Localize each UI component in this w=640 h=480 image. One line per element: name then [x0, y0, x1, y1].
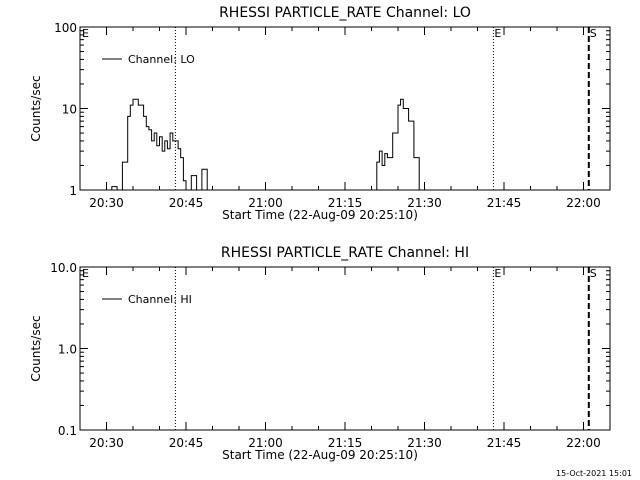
y-tick-label-0-2: 100 — [54, 21, 77, 35]
marker-label-1-0: E — [82, 267, 89, 280]
series-line-0-0-1 — [376, 98, 425, 190]
legend-label-0-0: Channel: LO — [128, 53, 195, 66]
plot-frame-1 — [79, 266, 611, 431]
y-tick-label-1-1: 1.0 — [58, 343, 77, 357]
x-tick-label-0-6: 22:00 — [566, 196, 601, 210]
x-axis-label-0: Start Time (22-Aug-09 20:25:10) — [222, 208, 418, 222]
x-tick-label-1-1: 20:45 — [169, 436, 204, 450]
marker-label-1-2: E — [494, 267, 501, 280]
x-tick-label-0-3: 21:15 — [328, 196, 363, 210]
x-tick-label-0-0: 20:30 — [89, 196, 124, 210]
x-tick-label-0-1: 20:45 — [169, 196, 204, 210]
x-tick-label-1-4: 21:30 — [407, 436, 442, 450]
marker-label-0-0: E — [82, 27, 89, 40]
x-tick-label-0-4: 21:30 — [407, 196, 442, 210]
y-tick-label-1-2: 10.0 — [50, 261, 77, 275]
marker-label-1-3: S — [590, 267, 597, 280]
x-tick-label-0-2: 21:00 — [248, 196, 283, 210]
marker-label-0-3: S — [590, 27, 597, 40]
legend-label-1-0: Channel: HI — [128, 293, 192, 306]
x-tick-label-1-5: 21:45 — [487, 436, 522, 450]
x-tick-label-1-3: 21:15 — [328, 436, 363, 450]
y-axis-label-1: Counts/sec — [29, 315, 43, 381]
y-axis-label-0: Counts/sec — [29, 75, 43, 141]
chart-title-0: RHESSI PARTICLE_RATE Channel: LO — [219, 5, 471, 21]
marker-label-0-2: E — [494, 27, 501, 40]
y-tick-label-0-1: 10 — [62, 103, 77, 117]
timestamp-label: 15-Oct-2021 15:01 — [556, 469, 632, 478]
x-tick-label-1-6: 22:00 — [566, 436, 601, 450]
x-tick-label-0-5: 21:45 — [487, 196, 522, 210]
x-tick-label-1-0: 20:30 — [89, 436, 124, 450]
chart-title-1: RHESSI PARTICLE_RATE Channel: HI — [221, 245, 469, 261]
plot-frame-0 — [79, 26, 611, 191]
y-tick-label-0-0: 1 — [69, 184, 77, 198]
x-tick-label-1-2: 21:00 — [248, 436, 283, 450]
series-line-0-0-0 — [111, 98, 208, 190]
x-axis-label-1: Start Time (22-Aug-09 20:25:10) — [222, 448, 418, 462]
y-tick-label-1-0: 0.1 — [58, 424, 77, 438]
